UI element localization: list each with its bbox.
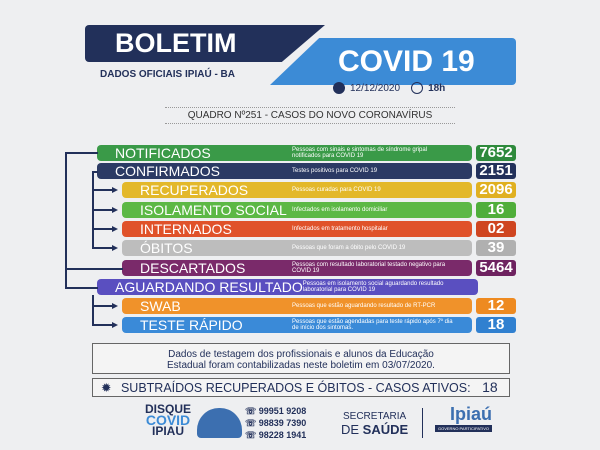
row-aguardando-resultado: AGUARDANDO RESULTADO Pessoas em isolament…	[97, 279, 478, 295]
row-description: Pessoas curadas para COVID 19	[292, 187, 381, 193]
row-description: Pessoas que estão aguardando resultado d…	[292, 303, 436, 309]
ipiau-logo: Ipiaú GOVERNO PARTICIPATIVO	[435, 404, 493, 432]
row-description: Pessoas em isolamento social aguardando …	[302, 281, 444, 293]
row-notificados: NOTIFICADOS Pessoas com sinais e sintomas…	[97, 145, 472, 161]
row-value: 2096	[476, 182, 516, 198]
connector-line	[65, 152, 67, 288]
covid-badge: COVID 19	[270, 38, 516, 85]
quadro-heading: QUADRO Nº251 - CASOS DO NOVO CORONAVÍRUS	[165, 107, 455, 124]
row-description: Pessoas que foram a óbito pelo COVID 19	[292, 245, 406, 251]
arrow-icon	[112, 322, 118, 328]
connector-line	[92, 171, 98, 173]
phone: 99951 9208	[258, 406, 307, 416]
row-description: Testes positivos para COVID 19	[292, 168, 378, 174]
arrow-icon	[112, 207, 118, 213]
row-label: CONFIRMADOS	[115, 163, 220, 179]
row-description: Pessoas com sinais e sintomas de síndrom…	[292, 147, 428, 159]
connector-line	[92, 295, 94, 326]
connector-line	[65, 287, 98, 289]
row-label: ISOLAMENTO SOCIAL	[140, 202, 287, 218]
active-value: 18	[482, 379, 498, 395]
row--bitos: ÓBITOS Pessoas que foram a óbito pelo COV…	[122, 240, 472, 256]
title-banner: BOLETIM	[85, 25, 325, 62]
phone: 98228 1941	[258, 430, 307, 440]
arrow-icon	[112, 187, 118, 193]
row-description: Pessoas que estão agendadas para teste r…	[292, 319, 453, 331]
row-label: AGUARDANDO RESULTADO	[115, 279, 303, 295]
arrow-icon	[112, 245, 118, 251]
row-value: 18	[476, 317, 516, 333]
date-time: 12/12/2020 18h	[333, 82, 445, 94]
row-value: 02	[476, 221, 516, 237]
row-value: 16	[476, 202, 516, 218]
row-recuperados: RECUPERADOS Pessoas curadas para COVID 19	[122, 182, 472, 198]
row-value: 7652	[476, 145, 516, 161]
connector-line	[92, 247, 114, 249]
row-value: 2151	[476, 163, 516, 179]
row-label: RECUPERADOS	[140, 182, 249, 198]
virus-icon: ✹	[101, 381, 112, 395]
row-internados: INTERNADOS Infectados em tratamento hospi…	[122, 221, 472, 237]
row-label: NOTIFICADOS	[115, 145, 211, 161]
row-value: 12	[476, 298, 516, 314]
clock-icon	[411, 82, 424, 94]
arrow-icon	[112, 226, 118, 232]
row-label: TESTE RÁPIDO	[140, 317, 243, 333]
row-value: 39	[476, 240, 516, 256]
phone-list: ☏ 99951 9208 ☏ 98839 7390 ☏ 98228 1941	[245, 406, 307, 440]
connector-line	[92, 189, 114, 191]
connector-line	[65, 268, 123, 270]
row-label: DESCARTADOS	[140, 260, 246, 276]
note-text: Dados de testagem dos profissionais e al…	[167, 349, 435, 371]
call-center-icon	[197, 408, 242, 438]
connector-line	[92, 228, 114, 230]
footer: DISQUE COVID IPIAU ☏ 99951 9208 ☏ 98839 73…	[145, 402, 515, 442]
row-description: Pessoas com resultado laboratorial testa…	[292, 262, 446, 274]
connector-line	[92, 305, 114, 307]
calendar-icon	[333, 82, 345, 94]
divider	[422, 408, 423, 438]
row-value: 5464	[476, 260, 516, 276]
row-confirmados: CONFIRMADOS Testes positivos para COVID 1…	[97, 163, 472, 179]
row-swab: SWAB Pessoas que estão aguardando resulta…	[122, 298, 472, 314]
connector-line	[92, 209, 114, 211]
active-cases-box: ✹ SUBTRAÍDOS RECUPERADOS E ÓBITOS - CASO…	[92, 378, 510, 397]
row-label: SWAB	[140, 298, 181, 314]
secretaria-logo: SECRETARIA DE SAÚDE	[341, 411, 409, 437]
row-isolamento-social: ISOLAMENTO SOCIAL Infectados em isolament…	[122, 202, 472, 218]
row-description: Infectados em isolamento domiciliar	[292, 207, 388, 213]
connector-line	[92, 324, 114, 326]
active-label: SUBTRAÍDOS RECUPERADOS E ÓBITOS - CASOS …	[120, 381, 471, 395]
arrow-icon	[112, 303, 118, 309]
time: 18h	[428, 82, 446, 94]
note-box: Dados de testagem dos profissionais e al…	[92, 343, 510, 374]
row-descartados: DESCARTADOS Pessoas com resultado laborat…	[122, 260, 472, 276]
disque-covid-logo: DISQUE COVID IPIAU	[145, 402, 192, 438]
connector-line	[65, 152, 98, 154]
phone: 98839 7390	[258, 418, 307, 428]
row-description: Infectados em tratamento hospitalar	[292, 226, 388, 232]
subtitle: DADOS OFICIAIS IPIAÚ - BA	[100, 69, 236, 80]
date: 12/12/2020	[350, 82, 401, 94]
row-teste-r-pido: TESTE RÁPIDO Pessoas que estão agendadas …	[122, 317, 472, 333]
row-label: ÓBITOS	[140, 240, 193, 256]
row-label: INTERNADOS	[140, 221, 232, 237]
